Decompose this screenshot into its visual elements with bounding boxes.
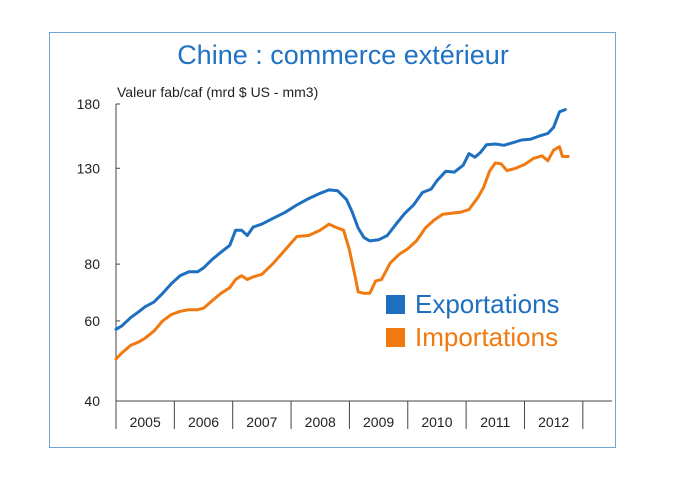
x-tick-label: 2011	[480, 414, 510, 430]
y-tick-label: 60	[84, 313, 100, 329]
x-tick-label: 2006	[188, 414, 219, 430]
chart-title: Chine : commerce extérieur	[177, 40, 509, 70]
x-tick-label: 2009	[363, 414, 394, 430]
series-line-exportations	[114, 108, 567, 331]
series-lines	[114, 108, 570, 361]
legend-label-importations: Importations	[415, 322, 558, 352]
y-axis-unit-label: Valeur fab/caf (mrd $ US - mm3)	[117, 84, 318, 100]
x-tick-label: 2005	[130, 414, 161, 430]
axes	[115, 104, 612, 402]
x-axis-ticks: 2005 2006 2007 2008 2009 2010 2011 2012	[115, 401, 584, 430]
legend-swatch-importations	[386, 328, 405, 347]
chart-frame	[49, 32, 616, 448]
x-tick-label: 2008	[305, 414, 336, 430]
x-tick-label: 2007	[246, 414, 277, 430]
legend-swatch-exportations	[386, 295, 405, 314]
x-tick-label: 2012	[538, 414, 569, 430]
x-tick-label: 2010	[421, 414, 452, 430]
y-tick-label: 40	[84, 393, 100, 409]
legend-label-exportations: Exportations	[415, 289, 560, 319]
legend: Exportations Importations	[386, 289, 560, 352]
y-tick-label: 80	[84, 256, 100, 272]
series-line-importations	[114, 145, 570, 361]
y-tick-label: 180	[77, 96, 101, 112]
y-tick-label: 130	[77, 160, 101, 176]
y-axis-ticks: 40 60 80 130 180	[77, 96, 120, 409]
